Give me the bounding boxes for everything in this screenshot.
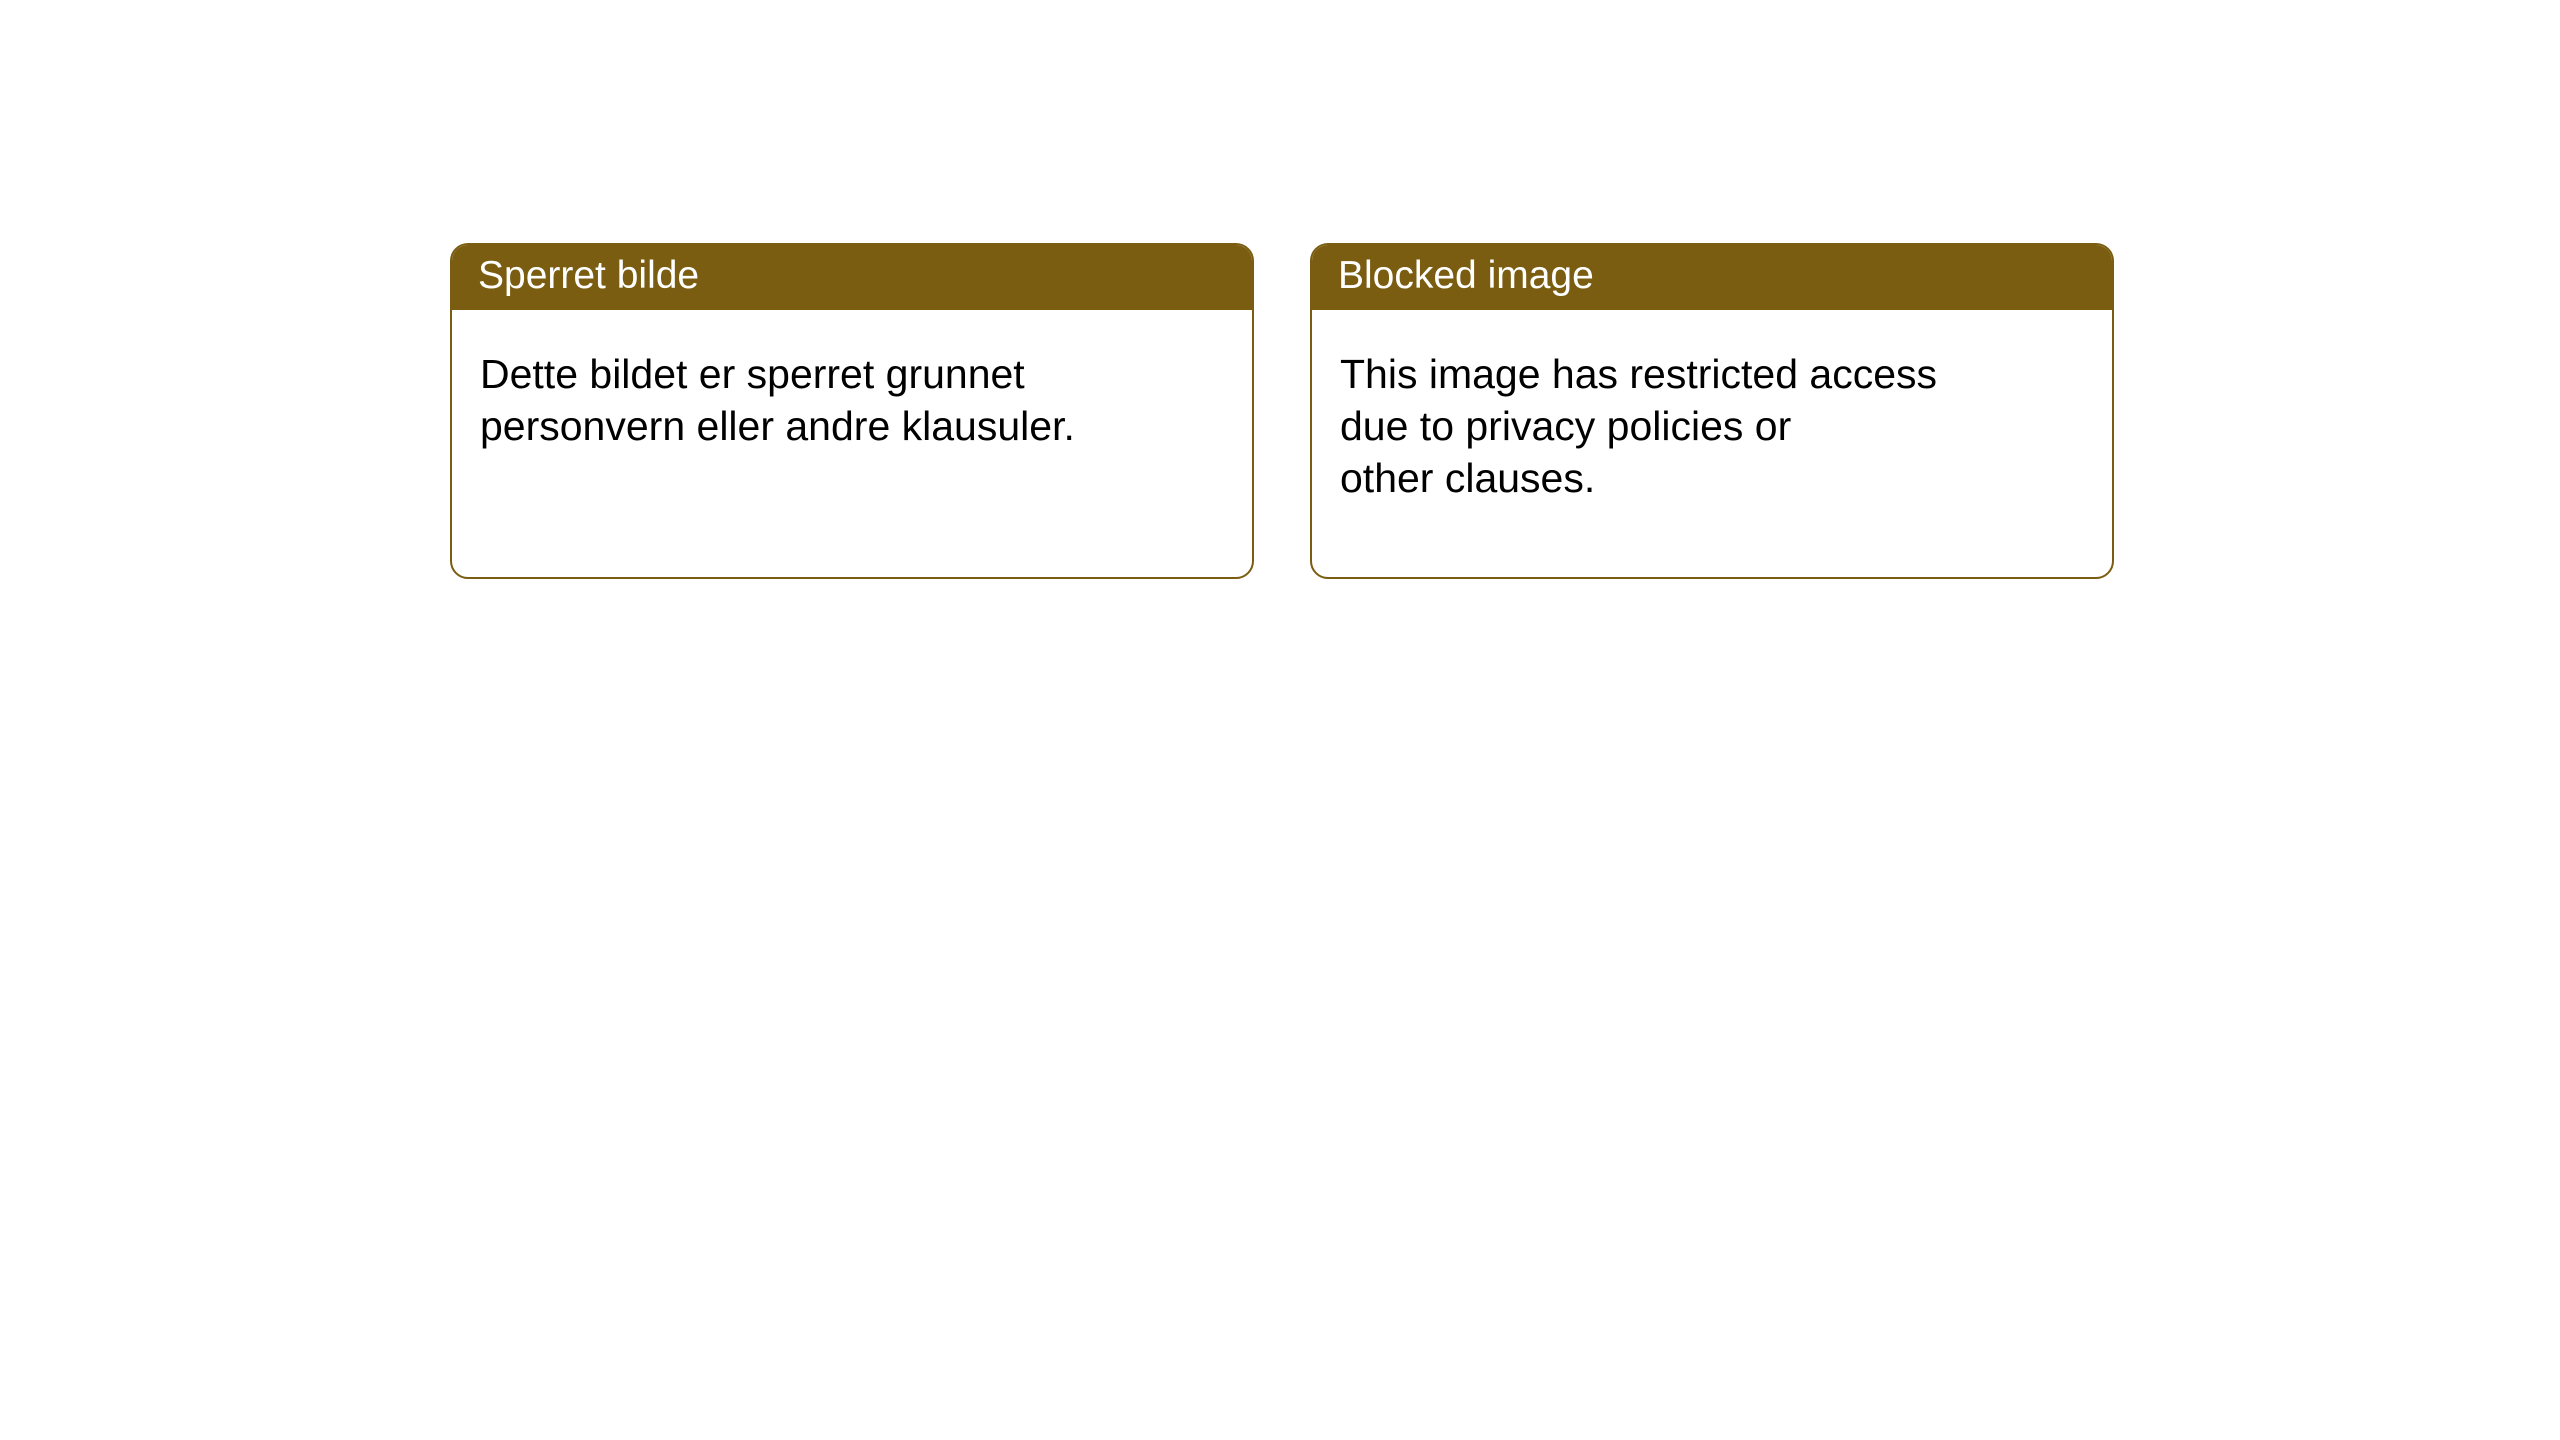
card-header-en: Blocked image: [1312, 245, 2112, 310]
card-body-no: Dette bildet er sperret grunnet personve…: [452, 310, 1252, 480]
card-container: Sperret bilde Dette bildet er sperret gr…: [0, 0, 2560, 579]
blocked-image-card-en: Blocked image This image has restricted …: [1310, 243, 2114, 579]
card-header-no: Sperret bilde: [452, 245, 1252, 310]
card-body-en: This image has restricted access due to …: [1312, 310, 2112, 532]
blocked-image-card-no: Sperret bilde Dette bildet er sperret gr…: [450, 243, 1254, 579]
